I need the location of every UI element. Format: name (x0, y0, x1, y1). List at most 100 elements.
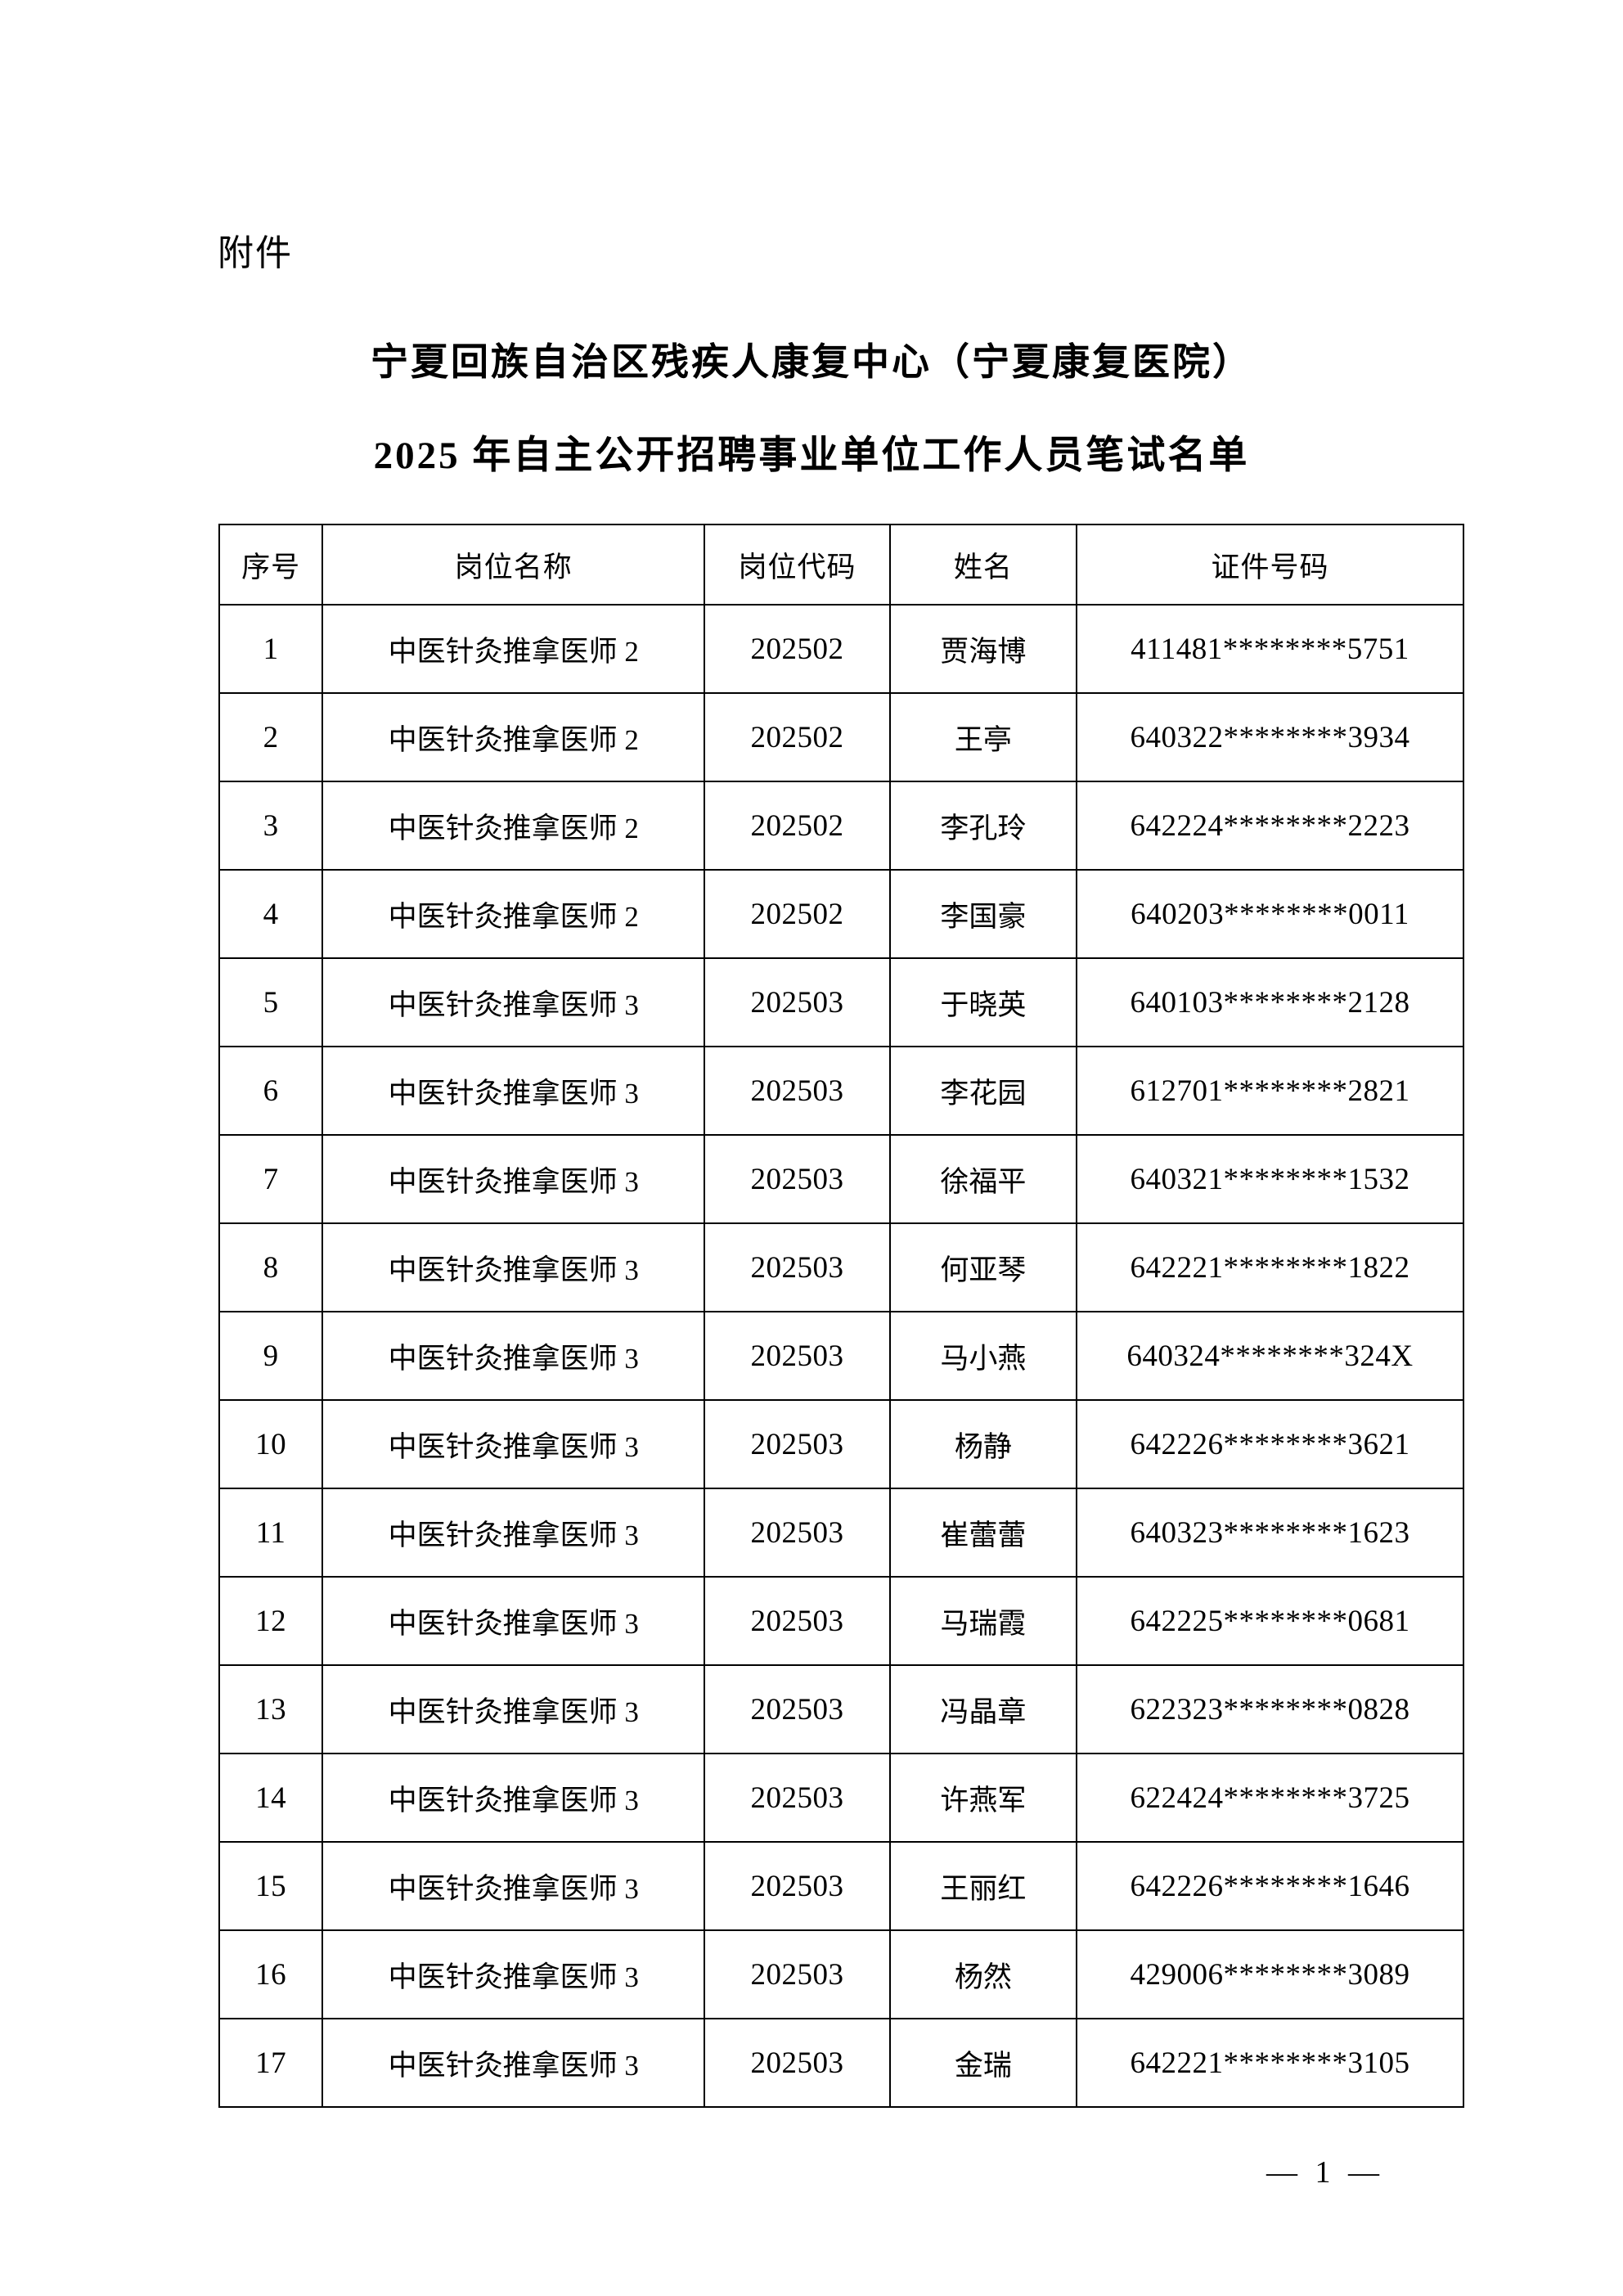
cell-index: 14 (218, 1753, 324, 1843)
cell-position-name: 中医针灸推拿医师 2 (321, 604, 706, 694)
cell-position-code: 202503 (704, 1753, 891, 1843)
cell-name: 马小燕 (888, 1311, 1077, 1401)
table-row: 11 中医针灸推拿医师 3 202503 崔蕾蕾 640323********1623 (218, 1488, 1465, 1578)
header-position-name: 岗位名称 (321, 524, 706, 606)
cell-position-code: 202503 (704, 2018, 891, 2108)
table-row: 7 中医针灸推拿医师 3 202503 徐福平 640321********1532 (218, 1134, 1465, 1224)
cell-position-code: 202503 (704, 1399, 891, 1489)
cell-position-code: 202503 (704, 1222, 891, 1312)
table-row: 1 中医针灸推拿医师 2 202502 贾海博 411481********5751 (218, 604, 1465, 694)
cell-position-code: 202502 (704, 604, 891, 694)
cell-id-number: 429006********3089 (1075, 1929, 1465, 2019)
cell-name: 李孔玲 (888, 781, 1077, 871)
table-row: 12 中医针灸推拿医师 3 202503 马瑞霞 642225********0681 (218, 1576, 1465, 1666)
cell-position-name: 中医针灸推拿医师 2 (321, 781, 706, 871)
cell-position-code: 202502 (704, 692, 891, 782)
table-row: 16 中医针灸推拿医师 3 202503 杨然 429006********3089 (218, 1929, 1465, 2019)
cell-position-name: 中医针灸推拿医师 3 (321, 957, 706, 1047)
cell-name: 许燕军 (888, 1753, 1077, 1843)
document-title-line1: 宁夏回族自治区残疾人康复中心（宁夏康复医院） (371, 341, 1252, 383)
table-row: 3 中医针灸推拿医师 2 202502 李孔玲 642224********2223 (218, 781, 1465, 871)
cell-name: 冯晶章 (888, 1664, 1077, 1754)
cell-position-code: 202503 (704, 1134, 891, 1224)
cell-index: 4 (218, 869, 324, 959)
cell-id-number: 640321********1532 (1075, 1134, 1465, 1224)
table-row: 9 中医针灸推拿医师 3 202503 马小燕 640324********324X (218, 1311, 1465, 1401)
cell-position-code: 202503 (704, 1488, 891, 1578)
cell-name: 王亭 (888, 692, 1077, 782)
cell-name: 何亚琴 (888, 1222, 1077, 1312)
cell-name: 杨静 (888, 1399, 1077, 1489)
cell-position-name: 中医针灸推拿医师 3 (321, 1311, 706, 1401)
cell-id-number: 640323********1623 (1075, 1488, 1465, 1578)
cell-position-code: 202503 (704, 1929, 891, 2019)
header-index: 序号 (218, 524, 324, 606)
header-row: 序号 岗位名称 岗位代码 姓名 证件号码 (218, 524, 1465, 606)
cell-position-code: 202503 (704, 1841, 891, 1931)
cell-id-number: 612701********2821 (1075, 1046, 1465, 1136)
roster-table-body: 1 中医针灸推拿医师 2 202502 贾海博 411481********5751 2 中… (218, 604, 1465, 2108)
cell-id-number: 642226********1646 (1075, 1841, 1465, 1931)
cell-id-number: 411481********5751 (1075, 604, 1465, 694)
cell-position-code: 202503 (704, 957, 891, 1047)
cell-index: 17 (218, 2018, 324, 2108)
cell-position-name: 中医针灸推拿医师 3 (321, 1664, 706, 1754)
header-position-code: 岗位代码 (704, 524, 891, 606)
cell-name: 崔蕾蕾 (888, 1488, 1077, 1578)
cell-id-number: 640103********2128 (1075, 957, 1465, 1047)
table-row: 14 中医针灸推拿医师 3 202503 许燕军 622424********3725 (218, 1753, 1465, 1843)
cell-index: 16 (218, 1929, 324, 2019)
cell-position-code: 202503 (704, 1664, 891, 1754)
cell-index: 7 (218, 1134, 324, 1224)
cell-position-name: 中医针灸推拿医师 3 (321, 1929, 706, 2019)
header-id-number: 证件号码 (1075, 524, 1465, 606)
cell-position-code: 202503 (704, 1311, 891, 1401)
cell-name: 李花园 (888, 1046, 1077, 1136)
cell-position-name: 中医针灸推拿医师 2 (321, 869, 706, 959)
cell-id-number: 622323********0828 (1075, 1664, 1465, 1754)
cell-position-code: 202502 (704, 781, 891, 871)
table-row: 5 中医针灸推拿医师 3 202503 于晓英 640103********2128 (218, 957, 1465, 1047)
cell-name: 于晓英 (888, 957, 1077, 1047)
cell-position-name: 中医针灸推拿医师 3 (321, 1046, 706, 1136)
cell-position-code: 202502 (704, 869, 891, 959)
cell-position-code: 202503 (704, 1046, 891, 1136)
table-row: 2 中医针灸推拿医师 2 202502 王亭 640322********3934 (218, 692, 1465, 782)
cell-id-number: 642225********0681 (1075, 1576, 1465, 1666)
cell-index: 10 (218, 1399, 324, 1489)
cell-index: 12 (218, 1576, 324, 1666)
roster-table-header: 序号 岗位名称 岗位代码 姓名 证件号码 (218, 524, 1465, 606)
cell-position-name: 中医针灸推拿医师 3 (321, 1134, 706, 1224)
cell-position-code: 202503 (704, 1576, 891, 1666)
table-row: 13 中医针灸推拿医师 3 202503 冯晶章 622323********0828 (218, 1664, 1465, 1754)
cell-id-number: 642221********3105 (1075, 2018, 1465, 2108)
cell-position-name: 中医针灸推拿医师 3 (321, 1841, 706, 1931)
cell-index: 1 (218, 604, 324, 694)
table-row: 17 中医针灸推拿医师 3 202503 金瑞 642221********3105 (218, 2018, 1465, 2108)
table-row: 10 中医针灸推拿医师 3 202503 杨静 642226********3621 (218, 1399, 1465, 1489)
cell-index: 15 (218, 1841, 324, 1931)
cell-index: 6 (218, 1046, 324, 1136)
cell-id-number: 640322********3934 (1075, 692, 1465, 782)
cell-index: 9 (218, 1311, 324, 1401)
cell-position-name: 中医针灸推拿医师 3 (321, 1222, 706, 1312)
cell-position-name: 中医针灸推拿医师 2 (321, 692, 706, 782)
cell-id-number: 642224********2223 (1075, 781, 1465, 871)
cell-name: 杨然 (888, 1929, 1077, 2019)
cell-name: 王丽红 (888, 1841, 1077, 1931)
cell-index: 3 (218, 781, 324, 871)
cell-name: 贾海博 (888, 604, 1077, 694)
table-row: 6 中医针灸推拿医师 3 202503 李花园 612701********2821 (218, 1046, 1465, 1136)
table-row: 8 中医针灸推拿医师 3 202503 何亚琴 642221********1822 (218, 1222, 1465, 1312)
roster-table: 序号 岗位名称 岗位代码 姓名 证件号码 1 中医针灸推拿医师 2 202502 贾海… (218, 524, 1465, 2108)
cell-name: 李国豪 (888, 869, 1077, 959)
cell-name: 徐福平 (888, 1134, 1077, 1224)
cell-index: 2 (218, 692, 324, 782)
cell-position-name: 中医针灸推拿医师 3 (321, 1576, 706, 1666)
attachment-label: 附件 (218, 233, 293, 273)
cell-position-name: 中医针灸推拿医师 3 (321, 1488, 706, 1578)
document-title-line2: 2025 年自主公开招聘事业单位工作人员笔试名单 (373, 434, 1250, 477)
cell-id-number: 642226********3621 (1075, 1399, 1465, 1489)
cell-position-name: 中医针灸推拿医师 3 (321, 1399, 706, 1489)
